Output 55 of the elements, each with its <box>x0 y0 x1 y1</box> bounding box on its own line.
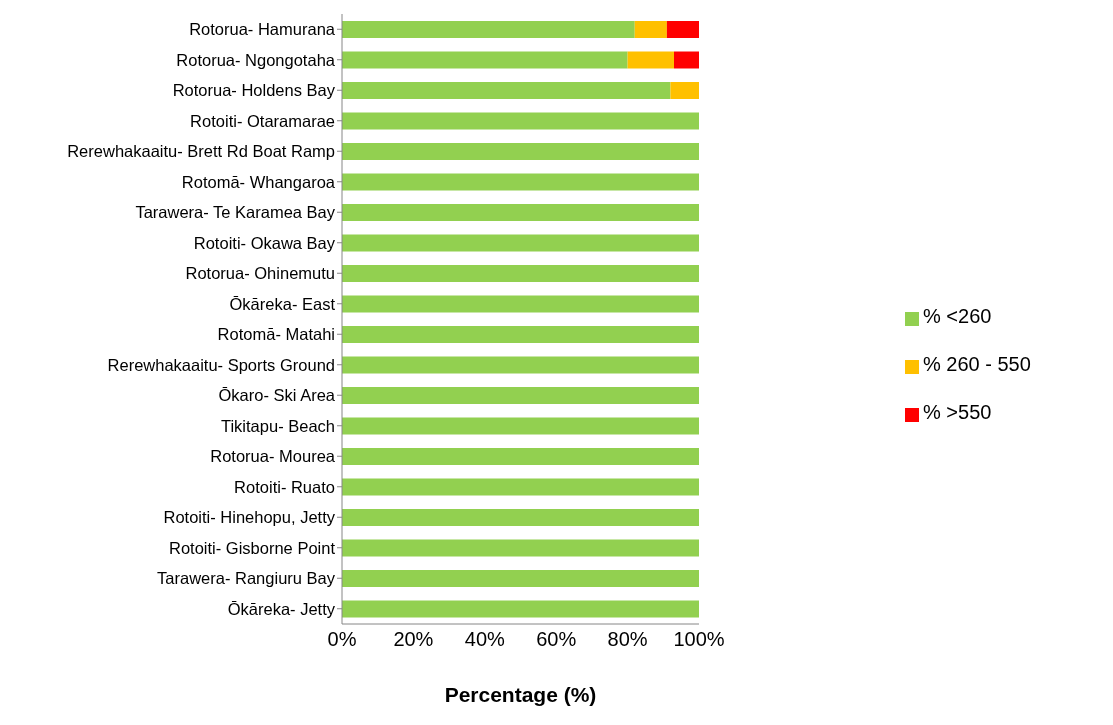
bar <box>342 265 699 282</box>
y-tick-label: Rotoiti- Ruato <box>234 477 335 496</box>
y-tick-label: Rotomā- Matahi <box>217 325 335 344</box>
bar <box>670 82 699 99</box>
bar <box>342 204 699 221</box>
bar <box>627 51 675 69</box>
x-axis-title: Percentage (%) <box>444 683 597 706</box>
bar <box>342 356 699 374</box>
legend-label: % >550 <box>923 401 992 423</box>
y-tick-label: Ōkaro- Ski Area <box>218 386 336 405</box>
bar <box>342 234 699 252</box>
y-tick-label: Rotoiti- Gisborne Point <box>169 538 336 557</box>
y-tick-label: Tikitapu- Beach <box>220 416 335 435</box>
bar <box>634 21 667 38</box>
y-tick-label: Rotorua- Holdens Bay <box>172 81 336 100</box>
bar <box>342 143 699 160</box>
y-tick-label: Ōkāreka- East <box>229 294 336 313</box>
bar <box>666 21 699 38</box>
y-tick-label: Tarawera- Te Karamea Bay <box>135 203 336 222</box>
bar <box>342 21 635 38</box>
y-tick-label: Tarawera- Rangiuru Bay <box>157 569 336 588</box>
y-tick-label: Ōkāreka- Jetty <box>227 599 336 618</box>
x-tick-label: 40% <box>464 628 506 651</box>
y-tick-label: Rotorua- Mourea <box>210 447 336 466</box>
bar <box>342 478 699 496</box>
bar <box>674 51 699 69</box>
y-tick-label: Rotoiti- Otaramarae <box>190 111 335 130</box>
x-tick-label: 80% <box>607 628 648 651</box>
y-tick-label: Rotorua- Ohinemutu <box>185 264 335 283</box>
y-tick-label: Rotomā- Whangaroa <box>181 172 336 191</box>
bar <box>342 51 628 69</box>
bar <box>342 326 699 343</box>
x-tick-label: 0% <box>327 628 357 651</box>
y-tick-label: Rotorua- Ngongotaha <box>176 50 336 69</box>
bar <box>342 509 699 526</box>
bar <box>342 173 699 191</box>
y-tick-label: Rotorua- Hamurana <box>189 20 336 39</box>
bar <box>342 112 699 130</box>
bar <box>342 295 699 313</box>
bar <box>342 417 699 435</box>
bar <box>342 570 699 587</box>
bar <box>342 387 699 404</box>
x-tick-label: 60% <box>536 628 577 651</box>
x-tick-label: 100% <box>673 628 725 651</box>
legend-label: % <260 <box>923 305 992 327</box>
y-tick-label: Rotoiti- Okawa Bay <box>193 233 336 252</box>
bar <box>342 600 699 618</box>
bar <box>342 539 699 557</box>
bar <box>342 82 671 99</box>
x-tick-label: 20% <box>393 628 434 651</box>
bar <box>342 448 699 465</box>
y-tick-label: Rerewhakaaitu- Brett Rd Boat Ramp <box>67 142 335 161</box>
legend-label: % 260 - 550 <box>923 353 1031 375</box>
y-tick-label: Rerewhakaaitu- Sports Ground <box>107 355 335 374</box>
y-tick-label: Rotoiti- Hinehopu, Jetty <box>163 508 336 527</box>
